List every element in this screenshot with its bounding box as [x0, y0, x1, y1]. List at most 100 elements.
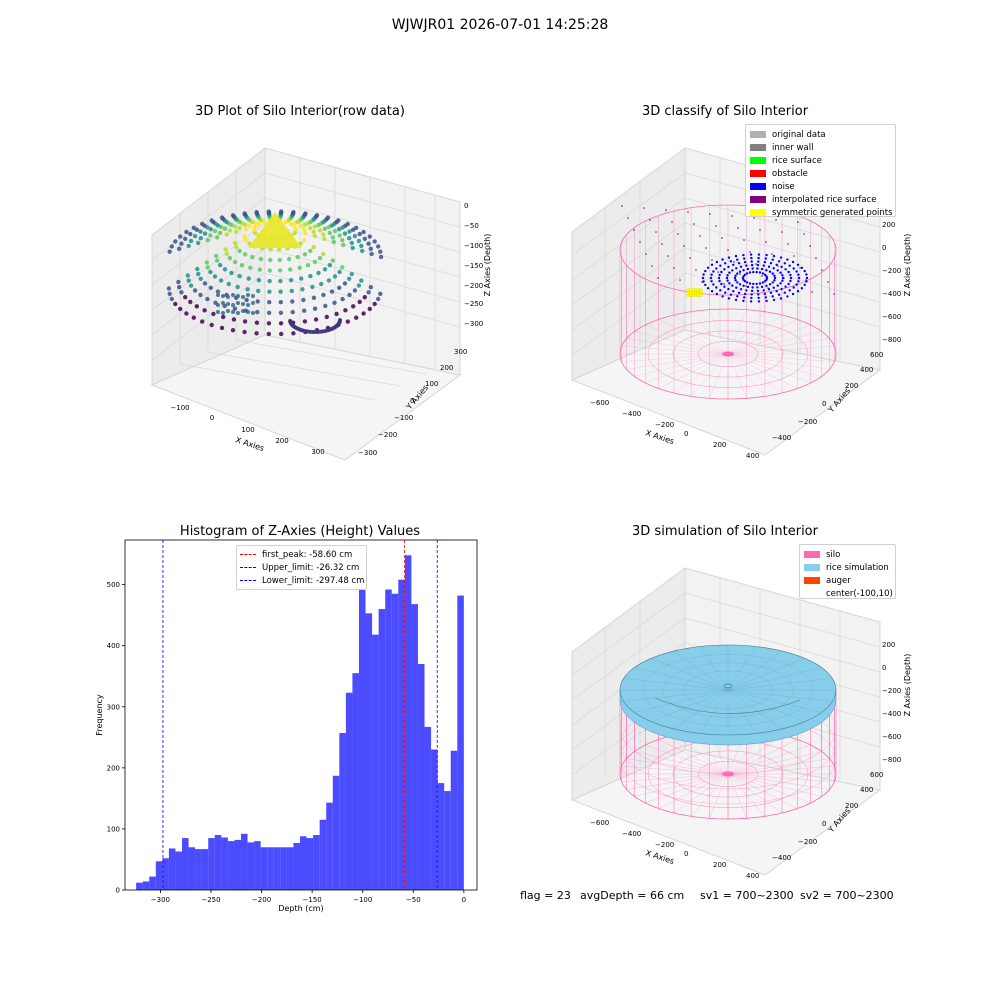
data-point: [349, 271, 354, 277]
silo-floor-spoke: [634, 353, 729, 377]
x-tick-label: −50: [406, 896, 421, 904]
y-tick-label: −400: [772, 434, 791, 442]
noise-point: [800, 287, 804, 290]
noise-point: [765, 284, 768, 287]
noise-point: [771, 281, 774, 284]
silo-floor-ring: [647, 320, 809, 388]
noise-point: [791, 260, 795, 264]
noise-point: [773, 274, 776, 277]
noise-point: [737, 262, 741, 265]
interpolated-point: [643, 207, 645, 209]
data-point: [266, 331, 271, 337]
histogram-bar: [142, 881, 150, 890]
legend-label: auger: [826, 575, 851, 586]
data-point: [356, 283, 362, 288]
data-point: [209, 218, 214, 223]
noise-point: [701, 276, 705, 280]
noise-point: [736, 272, 739, 275]
data-point: [362, 236, 367, 241]
data-point: [299, 276, 304, 281]
data-point: [288, 267, 293, 272]
grid-line: [684, 592, 881, 648]
grid-line: [571, 592, 686, 676]
histogram-bar: [457, 595, 464, 890]
y-tick-label: 0: [822, 400, 826, 408]
data-point: [257, 267, 262, 272]
z-tick-label: −50: [464, 222, 479, 230]
noise-point: [720, 282, 723, 286]
noise-point: [763, 280, 767, 283]
noise-point: [710, 290, 714, 293]
noise-point: [743, 257, 746, 260]
data-point: [337, 285, 342, 290]
rice-mesh-ring: [642, 654, 814, 726]
data-point: [345, 221, 350, 227]
silo-floor-spoke: [727, 346, 835, 355]
histogram-bar: [306, 838, 314, 890]
data-point: [251, 294, 255, 298]
data-point: [192, 233, 198, 239]
data-point: [223, 247, 228, 252]
legend-line: [240, 580, 256, 581]
data-point: [367, 234, 372, 239]
data-point: [323, 303, 328, 309]
x-tick-label: −150: [303, 896, 322, 904]
interpolated-point: [645, 253, 647, 255]
silo-floor-spoke: [673, 773, 729, 814]
interpolated-point: [755, 263, 757, 265]
noise-point: [735, 267, 738, 270]
silo-floor-spoke: [727, 309, 747, 355]
interpolated-point: [699, 235, 701, 237]
panel-3-title: Histogram of Z-Axies (Height) Values: [179, 524, 421, 539]
symmetric-point: [699, 293, 703, 297]
data-point: [302, 238, 307, 243]
silo-floor-spoke: [658, 739, 729, 775]
noise-point: [719, 264, 722, 267]
noise-point: [775, 290, 778, 293]
histogram-bar: [319, 819, 327, 890]
data-point: [279, 331, 284, 337]
legend-swatch: [750, 170, 766, 177]
noise-point: [731, 284, 734, 287]
grid-line: [684, 617, 881, 673]
histogram-bar: [444, 791, 451, 890]
y-tick-label: −200: [798, 838, 817, 846]
data-point: [321, 232, 326, 237]
z-tick-label: −100: [464, 242, 483, 250]
noise-point: [742, 284, 745, 287]
noise-point: [742, 299, 745, 303]
data-point: [191, 225, 196, 230]
noise-point: [756, 267, 759, 270]
data-point: [341, 242, 346, 248]
silo-floor-spoke: [634, 331, 729, 355]
data-point: [324, 314, 329, 320]
legend-swatch: [750, 209, 766, 216]
noise-point: [704, 269, 707, 273]
x-tick-label: 0: [684, 850, 688, 858]
noise-point: [757, 293, 760, 296]
data-point: [179, 241, 184, 246]
histogram-bar: [267, 847, 274, 890]
noise-point: [781, 274, 784, 277]
noise-point: [755, 270, 758, 274]
data-point: [198, 292, 203, 298]
y-axis-label: Frequency: [95, 694, 104, 736]
data-point: [229, 270, 234, 276]
data-point: [330, 235, 335, 240]
interpolated-point: [627, 217, 629, 219]
noise-point: [750, 260, 753, 263]
data-point: [303, 230, 308, 236]
data-point: [231, 310, 235, 314]
legend-label: Lower_limit: -297.48 cm: [262, 575, 365, 586]
legend-label: silo: [826, 549, 841, 560]
data-point: [331, 239, 336, 245]
y-tick-label: 0: [410, 397, 414, 405]
data-point: [311, 295, 317, 300]
noise-point: [791, 292, 795, 296]
silo-floor-spoke: [727, 324, 811, 355]
histogram-bar: [221, 837, 228, 890]
z-tick-label: −200: [464, 282, 483, 290]
noise-point: [738, 283, 742, 286]
noise-point: [751, 286, 754, 289]
pane-floor: [570, 749, 882, 876]
